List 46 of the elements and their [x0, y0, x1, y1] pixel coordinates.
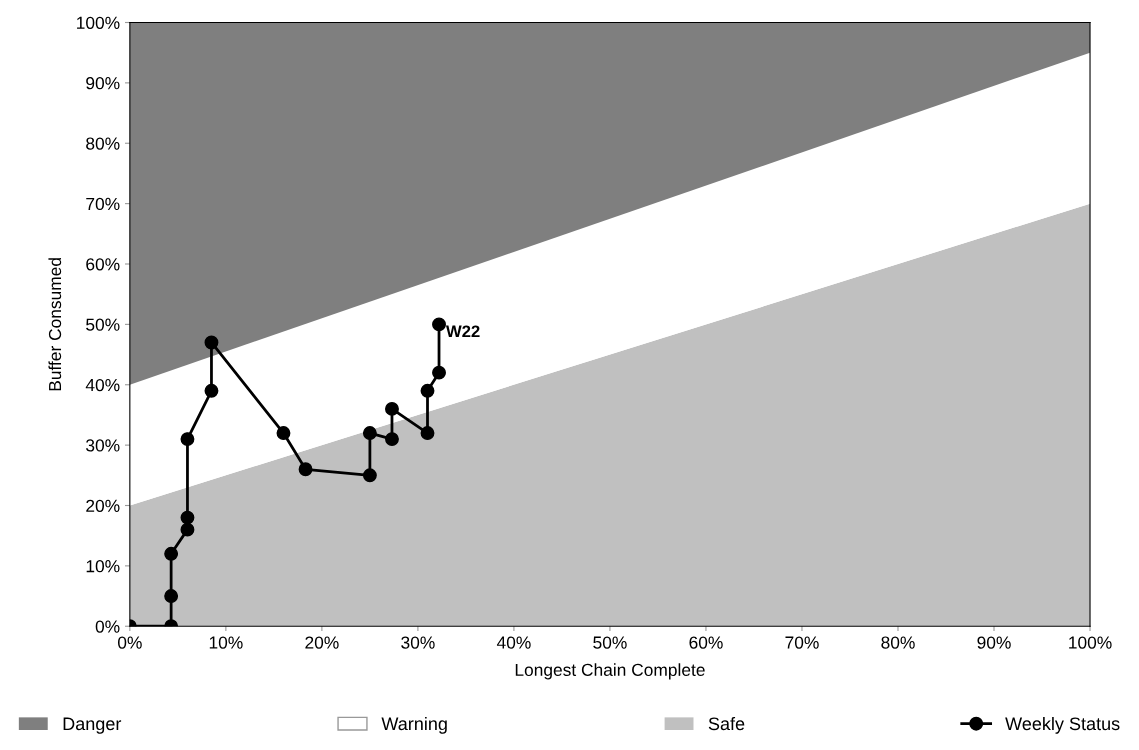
point: [362, 468, 377, 483]
x-tick-label: 40%: [496, 636, 531, 649]
legend-label: Danger: [63, 717, 122, 734]
point: [180, 510, 195, 525]
x-axis-title: Longest Chain Complete: [515, 663, 705, 680]
y-axis-title: Buffer Consumed: [48, 258, 62, 391]
point: [420, 383, 435, 398]
x-tick-label: 60%: [689, 636, 723, 649]
y-tick-label: 60%: [86, 258, 120, 271]
y-tick-label: 50%: [86, 318, 120, 331]
y-tick-label: 20%: [86, 499, 120, 512]
point: [204, 335, 219, 350]
y-tick-label: 70%: [86, 197, 120, 211]
annotation: W22: [445, 325, 480, 338]
point: [432, 317, 446, 332]
point: [276, 426, 291, 440]
x-tick-label: 20%: [305, 636, 339, 649]
y-tick-label: 0%: [95, 620, 120, 633]
y-tick-label: 80%: [86, 137, 120, 150]
y-tick-label: 100%: [77, 16, 120, 29]
y-tick-label: 30%: [86, 439, 120, 452]
point: [385, 401, 399, 416]
x-tick-label: 90%: [977, 636, 1011, 649]
point: [420, 426, 435, 440]
point: [204, 383, 219, 398]
point: [180, 432, 195, 447]
point: [164, 589, 179, 604]
point: [298, 462, 313, 477]
legend-label: Safe: [708, 716, 745, 731]
point: [385, 432, 399, 447]
x-tick-label: 100%: [1069, 636, 1112, 649]
point: [362, 426, 377, 440]
x-tick-label: 10%: [209, 636, 243, 649]
y-tick-label: 40%: [85, 378, 120, 392]
legend-label: Warning: [381, 716, 447, 734]
point: [432, 365, 446, 380]
point: [164, 546, 179, 561]
x-tick-label: 80%: [881, 636, 915, 649]
x-tick-label: 50%: [593, 636, 627, 649]
x-tick-label: 70%: [785, 636, 819, 649]
legend-label: Weekly Status: [1005, 716, 1120, 734]
point: [180, 522, 195, 537]
x-tick-label: 0%: [117, 636, 142, 649]
y-tick-label: 10%: [86, 560, 120, 573]
x-tick-label: 30%: [401, 636, 435, 649]
y-tick-label: 90%: [86, 77, 120, 90]
